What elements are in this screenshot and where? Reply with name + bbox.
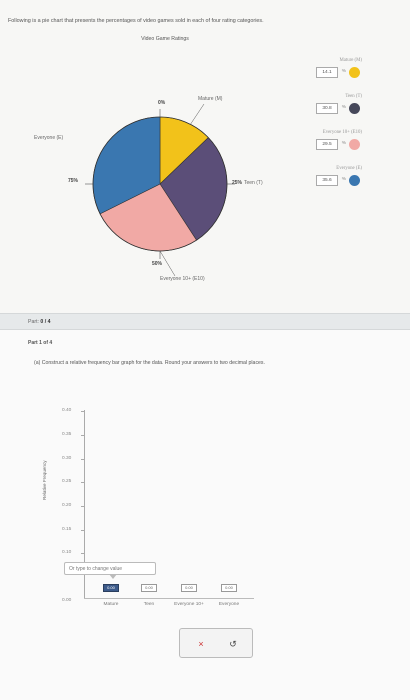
- y-tick-label: 0.00: [62, 598, 72, 603]
- legend-percent: %: [341, 69, 346, 74]
- part-progress-bar: Part: 0 / 4: [0, 313, 410, 330]
- x-category-label: Everyone 10+: [174, 602, 204, 607]
- legend-name: Mature (M): [339, 58, 362, 63]
- legend-item-mature: Mature (M) 14.1 %: [286, 58, 362, 94]
- y-axis-line: [84, 410, 85, 598]
- legend-color-swatch[interactable]: [349, 139, 360, 150]
- legend-value-field[interactable]: 30.8: [316, 103, 338, 114]
- y-tick-mark: [81, 459, 85, 460]
- y-axis-label: Relative Frequency: [42, 460, 47, 500]
- legend-value-field[interactable]: 29.5: [316, 139, 338, 150]
- pie-chart-title: Video Game Ratings: [141, 36, 189, 42]
- intro-text: Following is a pie chart that presents t…: [8, 18, 264, 24]
- y-tick-label: 0.25: [62, 479, 72, 484]
- legend-value-field[interactable]: 14.1: [316, 67, 338, 78]
- x-category-label: Teen: [143, 602, 155, 607]
- legend-color-swatch[interactable]: [349, 67, 360, 78]
- legend-percent: %: [341, 177, 346, 182]
- pie-chart: [0, 0, 410, 305]
- y-tick-mark: [81, 482, 85, 483]
- part-current: 0: [40, 319, 44, 325]
- legend-color-swatch[interactable]: [349, 103, 360, 114]
- x-axis-line: [84, 598, 254, 599]
- pie-annot-right: 25%: [232, 180, 243, 186]
- y-tick-mark: [81, 506, 85, 507]
- y-tick-mark: [81, 435, 85, 436]
- x-category-label: Mature: [103, 602, 119, 607]
- legend-name: Teen (T): [345, 94, 362, 99]
- pie-annot-left: 75%: [68, 178, 79, 184]
- pie-annot-teen: Teen (T): [244, 180, 263, 186]
- pie-annot-bottom: 50%: [152, 261, 163, 267]
- pie-chart-svg: [85, 103, 235, 277]
- legend-value-field[interactable]: 35.6: [316, 175, 338, 186]
- bar-value-input-mature[interactable]: 0.00: [103, 584, 119, 592]
- legend-percent: %: [341, 141, 346, 146]
- pie-annot-mature: Mature (M): [198, 96, 223, 102]
- legend-color-swatch[interactable]: [349, 175, 360, 186]
- pie-legend: Mature (M) 14.1 % Teen (T) 30.8 % Everyo…: [286, 58, 362, 202]
- y-tick-label: 0.10: [62, 550, 72, 555]
- pie-annot-top: 0%: [158, 100, 166, 106]
- bar-value-input-teen[interactable]: 0.00: [141, 584, 157, 592]
- y-tick-label: 0.35: [62, 432, 72, 437]
- clear-button[interactable]: ×: [198, 639, 204, 649]
- y-tick-mark: [81, 530, 85, 531]
- pie-annot-e10: Everyone 10+ (E10): [160, 276, 205, 282]
- legend-item-teen: Teen (T) 30.8 %: [286, 94, 362, 130]
- legend-name: Everyone 10+ (E10): [322, 130, 362, 135]
- pie-leader-line: [189, 103, 205, 126]
- part-separator: /: [44, 319, 47, 325]
- bar-value-input-everyone-10[interactable]: 0.00: [181, 584, 197, 592]
- legend-item-everyone-10: Everyone 10+ (E10) 29.5 %: [286, 130, 362, 166]
- undo-button[interactable]: ↺: [229, 639, 237, 649]
- question-text: (a) Construct a relative frequency bar g…: [34, 360, 265, 366]
- y-tick-label: 0.15: [62, 527, 72, 532]
- bar-value-input-everyone[interactable]: 0.00: [221, 584, 237, 592]
- pie-leader-line: [159, 250, 176, 277]
- part-progress-text: Part: 0 / 4: [28, 319, 51, 325]
- legend-item-everyone: Everyone (E) 35.6 %: [286, 166, 362, 202]
- part-total: 4: [47, 319, 51, 325]
- y-tick-mark: [81, 411, 85, 412]
- y-tick-label: 0.30: [62, 456, 72, 461]
- legend-name: Everyone (E): [336, 166, 362, 171]
- pie-annot-everyone: Everyone (E): [34, 135, 64, 141]
- part-of-label: Part 1 of 4: [28, 340, 53, 346]
- y-tick-label: 0.20: [62, 503, 72, 508]
- y-tick-mark: [81, 553, 85, 554]
- part-label: Part:: [28, 319, 39, 325]
- answer-actions: × ↺: [179, 628, 253, 658]
- legend-percent: %: [341, 105, 346, 110]
- y-tick-label: 0.40: [62, 408, 72, 413]
- change-value-tooltip: Or type to change value: [64, 562, 156, 579]
- x-category-label: Everyone: [218, 602, 240, 607]
